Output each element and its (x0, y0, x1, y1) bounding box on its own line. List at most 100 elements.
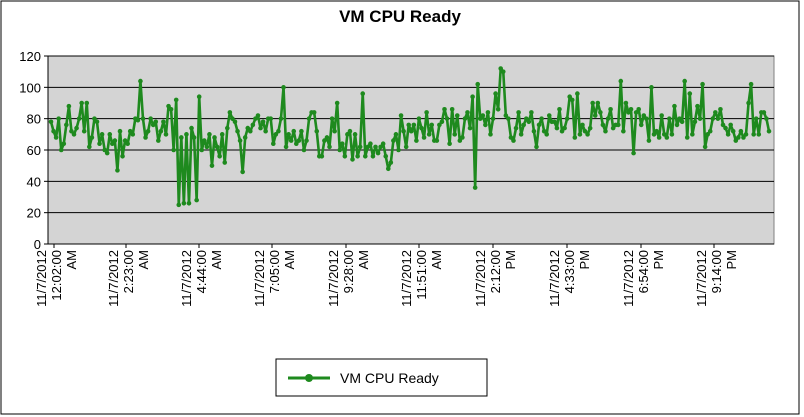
data-point (667, 116, 672, 121)
data-point (475, 81, 481, 87)
data-point (554, 125, 560, 131)
data-point (738, 128, 744, 134)
data-point (490, 116, 496, 121)
data-point (467, 125, 473, 131)
x-tick-label-9-ampm: PM (724, 250, 739, 270)
data-point (406, 122, 412, 128)
data-point (94, 119, 100, 125)
x-tick-label-5-time: 11:51:00 (414, 250, 429, 300)
data-point (764, 116, 769, 121)
data-point (462, 116, 468, 121)
data-point (483, 122, 488, 128)
data-point (587, 125, 593, 131)
data-point (552, 119, 557, 125)
data-point (268, 116, 274, 121)
data-point (71, 132, 77, 137)
x-tick-label-6-time: 2:12:00 (488, 250, 503, 293)
data-point (334, 100, 340, 106)
data-point (447, 141, 452, 147)
data-point (296, 138, 302, 143)
data-point (248, 128, 253, 134)
data-point (736, 135, 741, 140)
data-point (168, 106, 174, 112)
data-point (595, 100, 601, 106)
y-tick-label-20: 20 (27, 206, 41, 221)
data-point (125, 141, 130, 147)
data-point (184, 132, 189, 137)
data-point (426, 132, 432, 137)
data-point (687, 91, 693, 96)
data-point (263, 128, 268, 134)
data-point (304, 138, 309, 143)
data-point (575, 91, 580, 96)
data-point (498, 66, 504, 71)
data-point (460, 135, 465, 140)
x-tick-label-7-ampm: PM (577, 250, 592, 270)
data-point (766, 128, 772, 134)
data-point (692, 119, 698, 125)
data-point (756, 132, 762, 137)
data-point (546, 113, 552, 118)
data-point (518, 132, 524, 137)
data-point (434, 138, 440, 143)
data-point (311, 110, 317, 115)
data-point (424, 110, 429, 115)
data-point (53, 135, 59, 140)
chart-title: VM CPU Ready (339, 7, 461, 26)
data-point (452, 132, 458, 137)
data-point (761, 110, 767, 115)
data-point (276, 128, 281, 134)
x-tick-label-1-ampm: AM (136, 250, 151, 270)
data-point (56, 116, 61, 121)
data-point (544, 132, 549, 137)
data-point (120, 153, 125, 159)
data-point (260, 119, 266, 125)
data-point (339, 141, 345, 147)
data-point (391, 138, 396, 143)
data-point (92, 116, 97, 121)
data-point (104, 150, 110, 156)
y-tick-label-80: 80 (27, 112, 41, 127)
data-point (345, 132, 350, 137)
x-tick-label-0-time: 12:02:00 (49, 250, 64, 301)
data-point (242, 135, 248, 140)
data-point (592, 113, 598, 118)
data-point (58, 147, 64, 153)
data-point (48, 119, 54, 125)
y-tick-label-100: 100 (19, 80, 41, 95)
data-point (191, 135, 197, 140)
data-point (511, 138, 516, 143)
data-point (659, 113, 664, 118)
data-point (444, 116, 450, 121)
data-point (219, 132, 225, 137)
x-tick-label-7-date: 11/7/2012 (547, 250, 562, 307)
data-point (89, 135, 95, 140)
data-point (122, 138, 128, 143)
y-tick-label-60: 60 (27, 143, 41, 158)
data-point (186, 200, 192, 206)
data-point (728, 122, 733, 128)
data-point (403, 144, 409, 150)
data-point (156, 138, 161, 143)
x-tick-label-1-date: 11/7/2012 (106, 250, 121, 307)
data-point (526, 119, 532, 125)
x-tick-label-3-date: 11/7/2012 (252, 250, 267, 307)
data-point (437, 122, 442, 128)
data-point (76, 116, 82, 121)
data-point (580, 122, 585, 128)
data-point (621, 128, 626, 134)
data-point (355, 153, 360, 159)
data-point (161, 119, 166, 125)
data-point (577, 132, 583, 137)
data-point (454, 113, 460, 118)
data-point (102, 147, 107, 153)
x-tick-label-2-date: 11/7/2012 (179, 250, 194, 307)
data-point (669, 132, 675, 137)
data-point (368, 141, 373, 147)
data-point (702, 144, 708, 150)
data-point (271, 141, 276, 147)
data-point (534, 144, 539, 150)
data-point (695, 103, 700, 109)
